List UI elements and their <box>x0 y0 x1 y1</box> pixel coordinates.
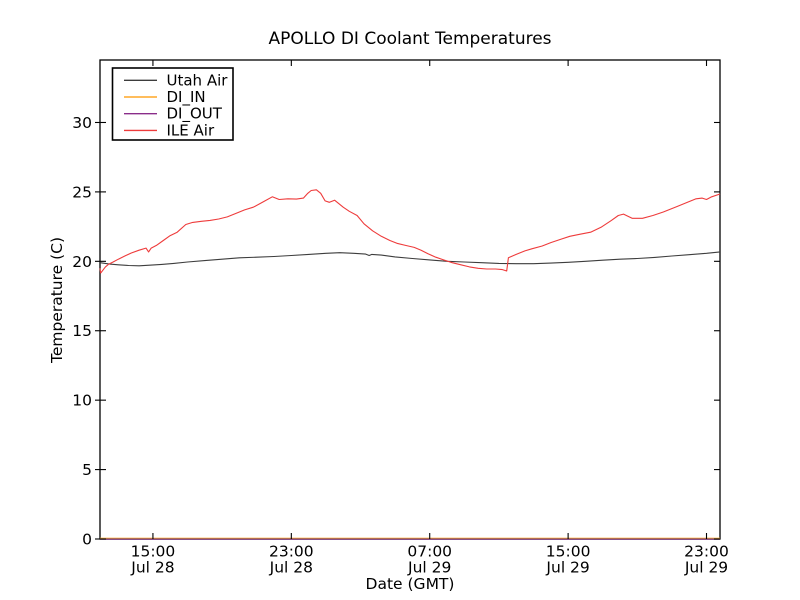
legend-label-di-in: DI_IN <box>167 88 206 107</box>
legend-label-utah-air: Utah Air <box>167 71 229 89</box>
y-tick-label: 10 <box>72 392 92 410</box>
chart-title: APOLLO DI Coolant Temperatures <box>268 29 552 49</box>
y-tick-label: 25 <box>72 183 92 201</box>
series-line-utah-air <box>99 251 721 267</box>
y-tick-label: 30 <box>72 114 92 132</box>
y-axis-label: Temperature (C) <box>48 236 66 364</box>
x-tick-label-time: 23:00 <box>684 543 729 561</box>
series-line-ile-air <box>99 189 721 274</box>
x-axis-label: Date (GMT) <box>365 575 455 593</box>
y-tick-label: 5 <box>82 461 92 479</box>
x-tick-label-date: Jul 29 <box>407 559 451 577</box>
x-tick-label-time: 15:00 <box>131 543 176 561</box>
legend-label-ile-air: ILE Air <box>167 121 215 139</box>
x-tick-label-date: Jul 29 <box>545 559 589 577</box>
x-tick-label-time: 07:00 <box>407 543 452 561</box>
x-tick-label-time: 23:00 <box>269 543 314 561</box>
legend-label-di-out: DI_OUT <box>167 105 223 124</box>
y-tick-label: 20 <box>72 253 92 271</box>
y-tick-label: 0 <box>82 531 92 549</box>
x-tick-label-date: Jul 29 <box>684 559 728 577</box>
y-tick-label: 15 <box>72 322 92 340</box>
x-tick-label-time: 15:00 <box>546 543 591 561</box>
x-tick-label-date: Jul 28 <box>130 559 174 577</box>
x-tick-label-date: Jul 28 <box>269 559 313 577</box>
